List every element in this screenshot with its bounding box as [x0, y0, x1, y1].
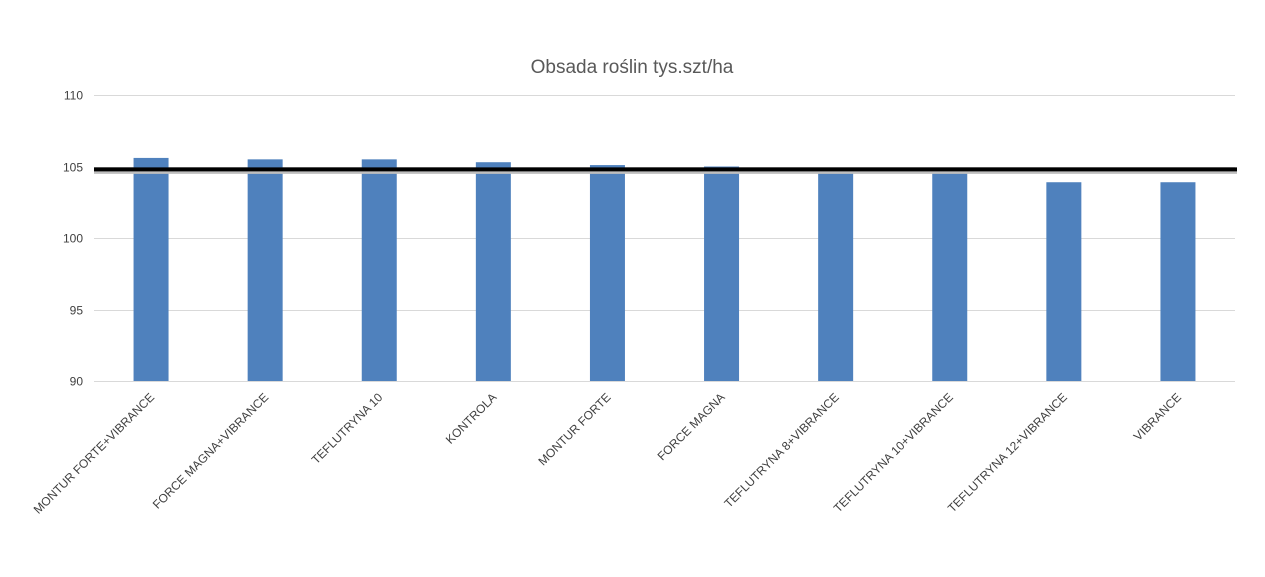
x-category-label: TEFLUTRYNA 8+VIBRANCE: [721, 390, 841, 510]
bar: [247, 159, 283, 381]
y-tick-label: 105: [63, 161, 83, 175]
x-category-label: TEFLUTRYNA 10+VIBRANCE: [831, 390, 956, 515]
bar: [133, 157, 169, 381]
bar: [932, 169, 968, 381]
y-tick-label: 110: [64, 89, 83, 103]
x-category-label: FORCE MAGNA+VIBRANCE: [150, 390, 271, 511]
x-category-label: VIBRANCE: [1131, 390, 1184, 443]
bar: [589, 165, 625, 381]
x-category-label: MONTUR FORTE+VIBRANCE: [31, 390, 157, 516]
y-tick-label: 90: [70, 375, 84, 389]
x-category-label: FORCE MAGNA: [655, 390, 728, 463]
x-category-label: TEFLUTRYNA 10: [309, 390, 386, 467]
chart-title: Obsada roślin tys.szt/ha: [531, 57, 734, 78]
bar: [1046, 182, 1082, 381]
bar: [361, 159, 397, 381]
bar: [1160, 182, 1196, 381]
y-tick-label: 100: [63, 232, 83, 246]
bar: [704, 166, 740, 381]
x-category-label: TEFLUTRYNA 12+VIBRANCE: [945, 390, 1070, 515]
x-category-label: MONTUR FORTE: [535, 390, 613, 468]
y-tick-label: 95: [70, 304, 84, 318]
x-category-label: KONTROLA: [443, 390, 500, 447]
bar: [475, 162, 511, 381]
bar: [818, 167, 854, 381]
reference-line-group: [94, 167, 1237, 174]
bars: [133, 157, 1196, 381]
y-axis-ticks: 90 95 100 105 110: [63, 89, 83, 389]
